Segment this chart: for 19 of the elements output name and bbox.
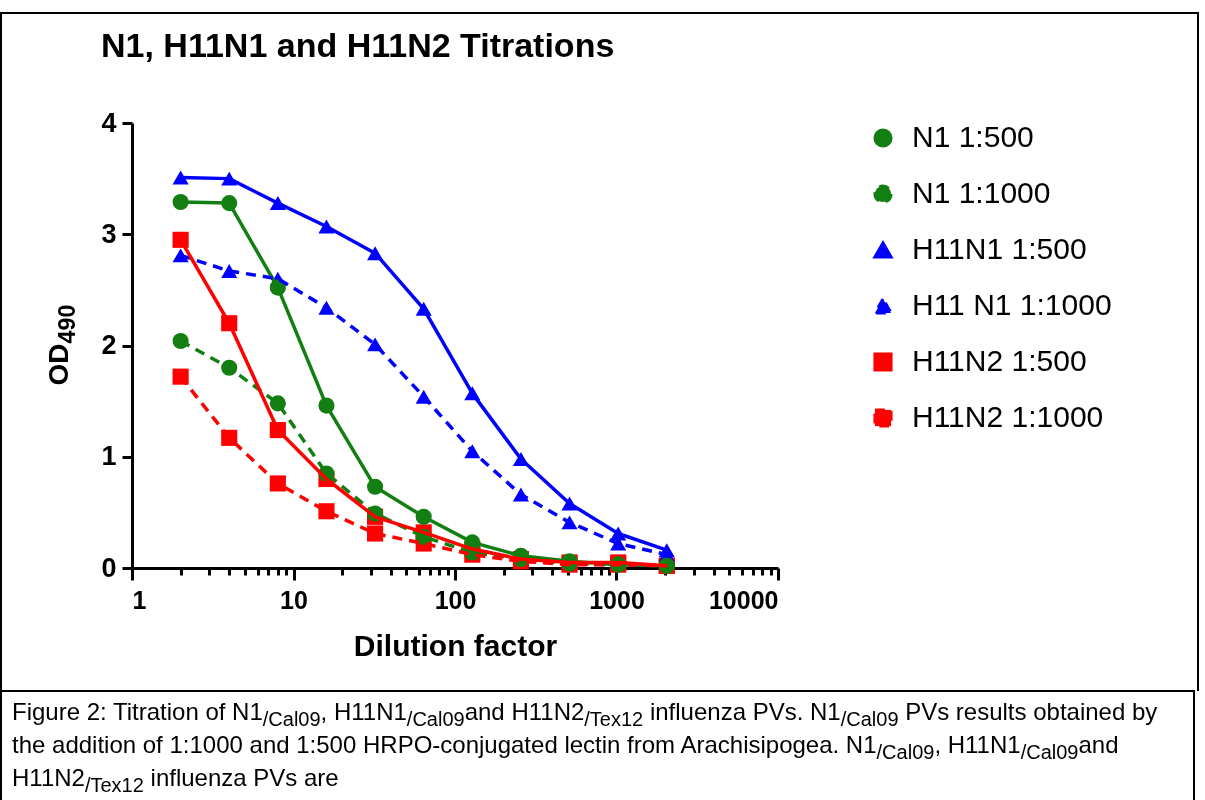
- y-tick-label: 3: [101, 218, 117, 249]
- x-tick-label: 1000: [589, 585, 645, 614]
- text: Figure 2: Titration of N1$_{/Cal09}$, H11N1$_{/Cal09}$and H11N2$_{/Tex12}$ influenza PVs. N1$_{/Cal09}$ PVs results obtained by the addition of 1:1000 and 1:500 HRPO-conjugated lectin from Arachisipogea. N1$_{/Cal09}$, H11N1$_{/Cal09}$and H11N2$_{/Tex12}$ influenza PVs are: [12, 698, 1158, 796]
- x-tick-label: 10000: [708, 585, 779, 614]
- x-tick-label: 1: [132, 585, 147, 614]
- legend-label: N1 1:1000: [912, 176, 1051, 209]
- legend-label: H11N2 1:1000: [912, 400, 1104, 433]
- legend-label: H11N1 1:500: [912, 232, 1087, 265]
- legend-label: N1 1:500: [912, 120, 1034, 153]
- y-tick-label: 1: [101, 441, 117, 472]
- y-tick-label: 2: [101, 330, 117, 360]
- legend-label: H11 N1 1:1000: [912, 288, 1112, 321]
- y-tick-label: 4: [101, 107, 117, 138]
- chart-title: N1, H11N1 and H11N2 Titrations: [100, 26, 615, 64]
- x-tick-label: 10: [280, 585, 308, 614]
- x-tick-label: 100: [434, 585, 477, 614]
- y-tick-label: 0: [101, 552, 117, 583]
- legend-label: H11N2 1:500: [912, 344, 1087, 377]
- x-axis-title: Dilution factor: [353, 628, 558, 662]
